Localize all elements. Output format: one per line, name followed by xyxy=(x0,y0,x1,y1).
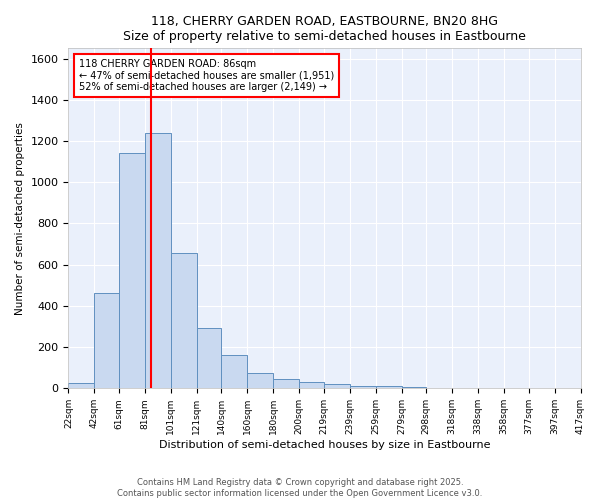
Bar xyxy=(221,356,247,388)
Bar xyxy=(273,379,299,388)
X-axis label: Distribution of semi-detached houses by size in Eastbourne: Distribution of semi-detached houses by … xyxy=(159,440,490,450)
Bar xyxy=(197,328,221,388)
Bar xyxy=(376,386,401,388)
Y-axis label: Number of semi-detached properties: Number of semi-detached properties xyxy=(15,122,25,315)
Bar xyxy=(324,384,350,388)
Bar xyxy=(299,382,324,388)
Bar xyxy=(247,373,273,388)
Bar xyxy=(171,254,197,388)
Bar xyxy=(119,154,145,388)
Bar xyxy=(94,292,119,388)
Text: 118 CHERRY GARDEN ROAD: 86sqm
← 47% of semi-detached houses are smaller (1,951)
: 118 CHERRY GARDEN ROAD: 86sqm ← 47% of s… xyxy=(79,58,334,92)
Title: 118, CHERRY GARDEN ROAD, EASTBOURNE, BN20 8HG
Size of property relative to semi-: 118, CHERRY GARDEN ROAD, EASTBOURNE, BN2… xyxy=(123,15,526,43)
Bar xyxy=(145,133,171,388)
Text: Contains HM Land Registry data © Crown copyright and database right 2025.
Contai: Contains HM Land Registry data © Crown c… xyxy=(118,478,482,498)
Bar xyxy=(350,386,376,388)
Bar xyxy=(68,383,94,388)
